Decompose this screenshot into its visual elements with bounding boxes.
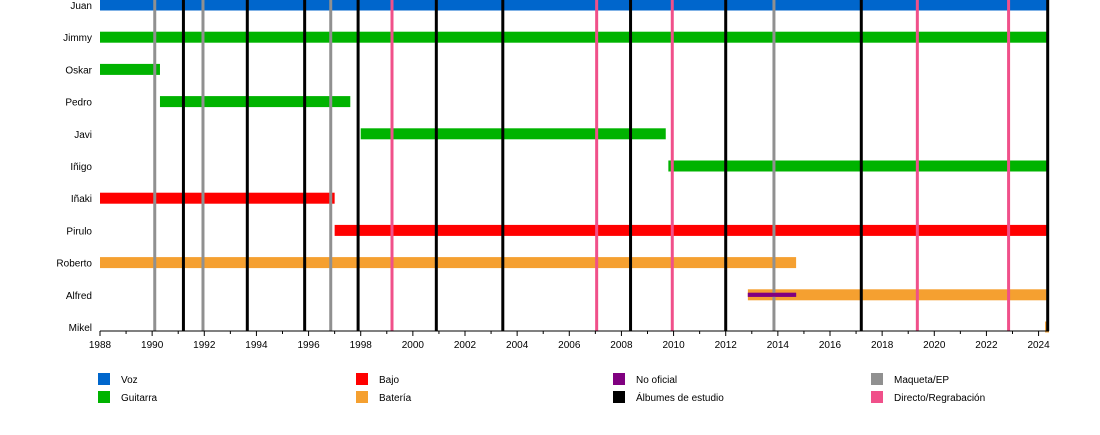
x-tick-label: 2016 bbox=[819, 340, 842, 351]
legend-label: Batería bbox=[379, 393, 412, 404]
member-bar-alfred-no-oficial-overlay bbox=[747, 292, 797, 297]
member-label: Alfred bbox=[66, 291, 92, 302]
x-tick-label: 2014 bbox=[767, 340, 790, 351]
legend-label: Guitarra bbox=[121, 393, 158, 404]
member-bar-roberto-bateria bbox=[100, 257, 797, 269]
member-label: Mikel bbox=[69, 323, 92, 334]
legend-swatch-voz bbox=[98, 373, 110, 385]
member-label: Roberto bbox=[56, 259, 92, 270]
member-bar-pirulo-bajo bbox=[334, 224, 1050, 236]
x-tick-label: 1994 bbox=[245, 340, 268, 351]
x-tick-label: 1992 bbox=[193, 340, 216, 351]
legend-label: Directo/Regrabación bbox=[894, 393, 985, 404]
x-tick-label: 1998 bbox=[350, 340, 373, 351]
member-label: Jimmy bbox=[63, 33, 92, 44]
legend-label: No oficial bbox=[636, 375, 677, 386]
member-label: Oskar bbox=[65, 65, 92, 76]
member-bar-oskar-guitarra bbox=[100, 63, 160, 75]
member-label: Javi bbox=[74, 130, 92, 141]
x-tick-label: 1996 bbox=[297, 340, 320, 351]
x-tick-label: 2010 bbox=[662, 340, 685, 351]
x-tick-label: 2000 bbox=[402, 340, 425, 351]
member-bar-jimmy-guitarra bbox=[100, 31, 1049, 43]
x-tick-label: 2012 bbox=[715, 340, 738, 351]
x-tick-label: 2006 bbox=[558, 340, 581, 351]
legend-label: Álbumes de estudio bbox=[636, 391, 724, 404]
member-bar-alfred-bateria bbox=[747, 289, 1047, 301]
x-tick-label: 1990 bbox=[141, 340, 164, 351]
legend-swatch-guitarra bbox=[98, 391, 110, 403]
member-label: Pedro bbox=[65, 98, 92, 109]
member-bar-iñaki-bajo bbox=[100, 192, 335, 204]
legend-swatch-bater-a bbox=[356, 391, 368, 403]
x-tick-label: 2024 bbox=[1027, 340, 1050, 351]
x-tick-label: 2020 bbox=[923, 340, 946, 351]
x-tick-label: 2002 bbox=[454, 340, 477, 351]
x-tick-label: 1988 bbox=[89, 340, 112, 351]
member-bar-pedro-guitarra bbox=[159, 96, 351, 108]
member-label: Juan bbox=[70, 1, 92, 12]
legend-label: Bajo bbox=[379, 375, 399, 386]
member-bar-juan-voz bbox=[100, 0, 1049, 11]
x-tick-label: 2022 bbox=[975, 340, 998, 351]
member-label: Iñigo bbox=[70, 162, 92, 173]
legend-swatch-no-oficial bbox=[613, 373, 625, 385]
legend-label: Maqueta/EP bbox=[894, 375, 949, 386]
member-label: Iñaki bbox=[71, 194, 92, 205]
member-bar-iñigo-guitarra bbox=[668, 160, 1049, 172]
x-tick-label: 2004 bbox=[506, 340, 529, 351]
member-bar-javi-guitarra bbox=[360, 128, 666, 140]
legend-swatch-maqueta-ep bbox=[871, 373, 883, 385]
member-label: Pirulo bbox=[66, 226, 92, 237]
legend-swatch--lbumes-de-estudio bbox=[613, 391, 625, 403]
x-tick-label: 2008 bbox=[610, 340, 633, 351]
legend-swatch-directo-regrabaci-n bbox=[871, 391, 883, 403]
x-tick-label: 2018 bbox=[871, 340, 894, 351]
legend-swatch-bajo bbox=[356, 373, 368, 385]
legend-label: Voz bbox=[121, 375, 138, 386]
